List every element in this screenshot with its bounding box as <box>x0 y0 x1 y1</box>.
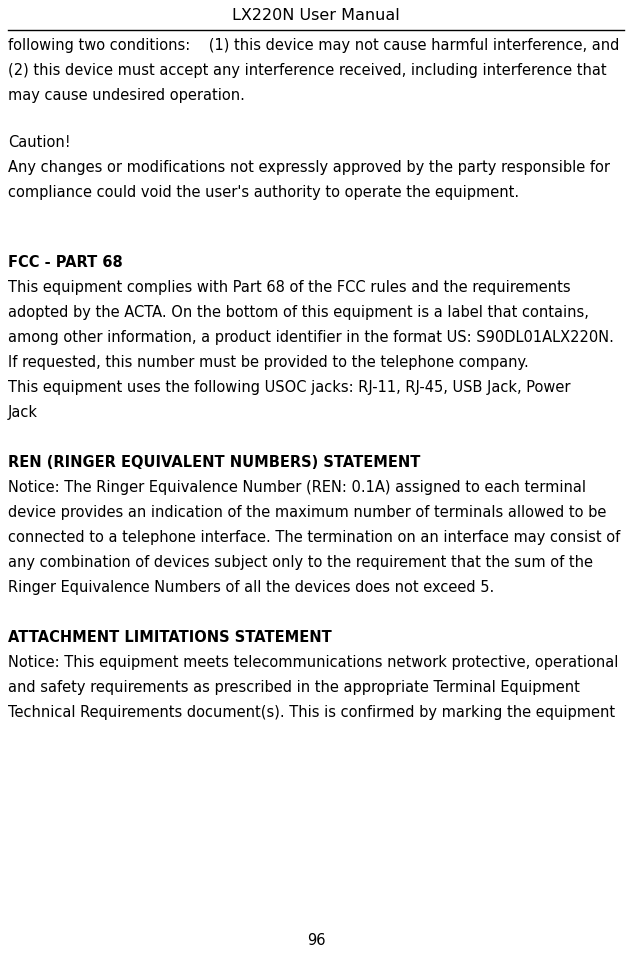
Text: Notice: This equipment meets telecommunications network protective, operational: Notice: This equipment meets telecommuni… <box>8 655 618 670</box>
Text: may cause undesired operation.: may cause undesired operation. <box>8 88 245 103</box>
Text: This equipment complies with Part 68 of the FCC rules and the requirements: This equipment complies with Part 68 of … <box>8 280 571 295</box>
Text: connected to a telephone interface. The termination on an interface may consist : connected to a telephone interface. The … <box>8 530 620 545</box>
Text: among other information, a product identifier in the format US: S90DL01ALX220N.: among other information, a product ident… <box>8 330 614 345</box>
Text: adopted by the ACTA. On the bottom of this equipment is a label that contains,: adopted by the ACTA. On the bottom of th… <box>8 305 589 320</box>
Text: and safety requirements as prescribed in the appropriate Terminal Equipment: and safety requirements as prescribed in… <box>8 680 580 695</box>
Text: 96: 96 <box>307 933 325 948</box>
Text: Any changes or modifications not expressly approved by the party responsible for: Any changes or modifications not express… <box>8 160 610 175</box>
Text: LX220N User Manual: LX220N User Manual <box>232 8 400 23</box>
Text: Technical Requirements document(s). This is confirmed by marking the equipment: Technical Requirements document(s). This… <box>8 705 615 720</box>
Text: Ringer Equivalence Numbers of all the devices does not exceed 5.: Ringer Equivalence Numbers of all the de… <box>8 580 494 595</box>
Text: FCC - PART 68: FCC - PART 68 <box>8 255 123 270</box>
Text: Jack: Jack <box>8 405 38 420</box>
Text: any combination of devices subject only to the requirement that the sum of the: any combination of devices subject only … <box>8 555 593 570</box>
Text: following two conditions:    (1) this device may not cause harmful interference,: following two conditions: (1) this devic… <box>8 38 619 53</box>
Text: If requested, this number must be provided to the telephone company.: If requested, this number must be provid… <box>8 355 529 370</box>
Text: Caution!: Caution! <box>8 135 71 150</box>
Text: REN (RINGER EQUIVALENT NUMBERS) STATEMENT: REN (RINGER EQUIVALENT NUMBERS) STATEMEN… <box>8 455 420 470</box>
Text: Notice: The Ringer Equivalence Number (REN: 0.1A) assigned to each terminal: Notice: The Ringer Equivalence Number (R… <box>8 480 586 495</box>
Text: device provides an indication of the maximum number of terminals allowed to be: device provides an indication of the max… <box>8 505 606 520</box>
Text: compliance could void the user's authority to operate the equipment.: compliance could void the user's authori… <box>8 185 519 200</box>
Text: (2) this device must accept any interference received, including interference th: (2) this device must accept any interfer… <box>8 63 607 78</box>
Text: ATTACHMENT LIMITATIONS STATEMENT: ATTACHMENT LIMITATIONS STATEMENT <box>8 630 332 645</box>
Text: This equipment uses the following USOC jacks: RJ-11, RJ-45, USB Jack, Power: This equipment uses the following USOC j… <box>8 380 571 395</box>
